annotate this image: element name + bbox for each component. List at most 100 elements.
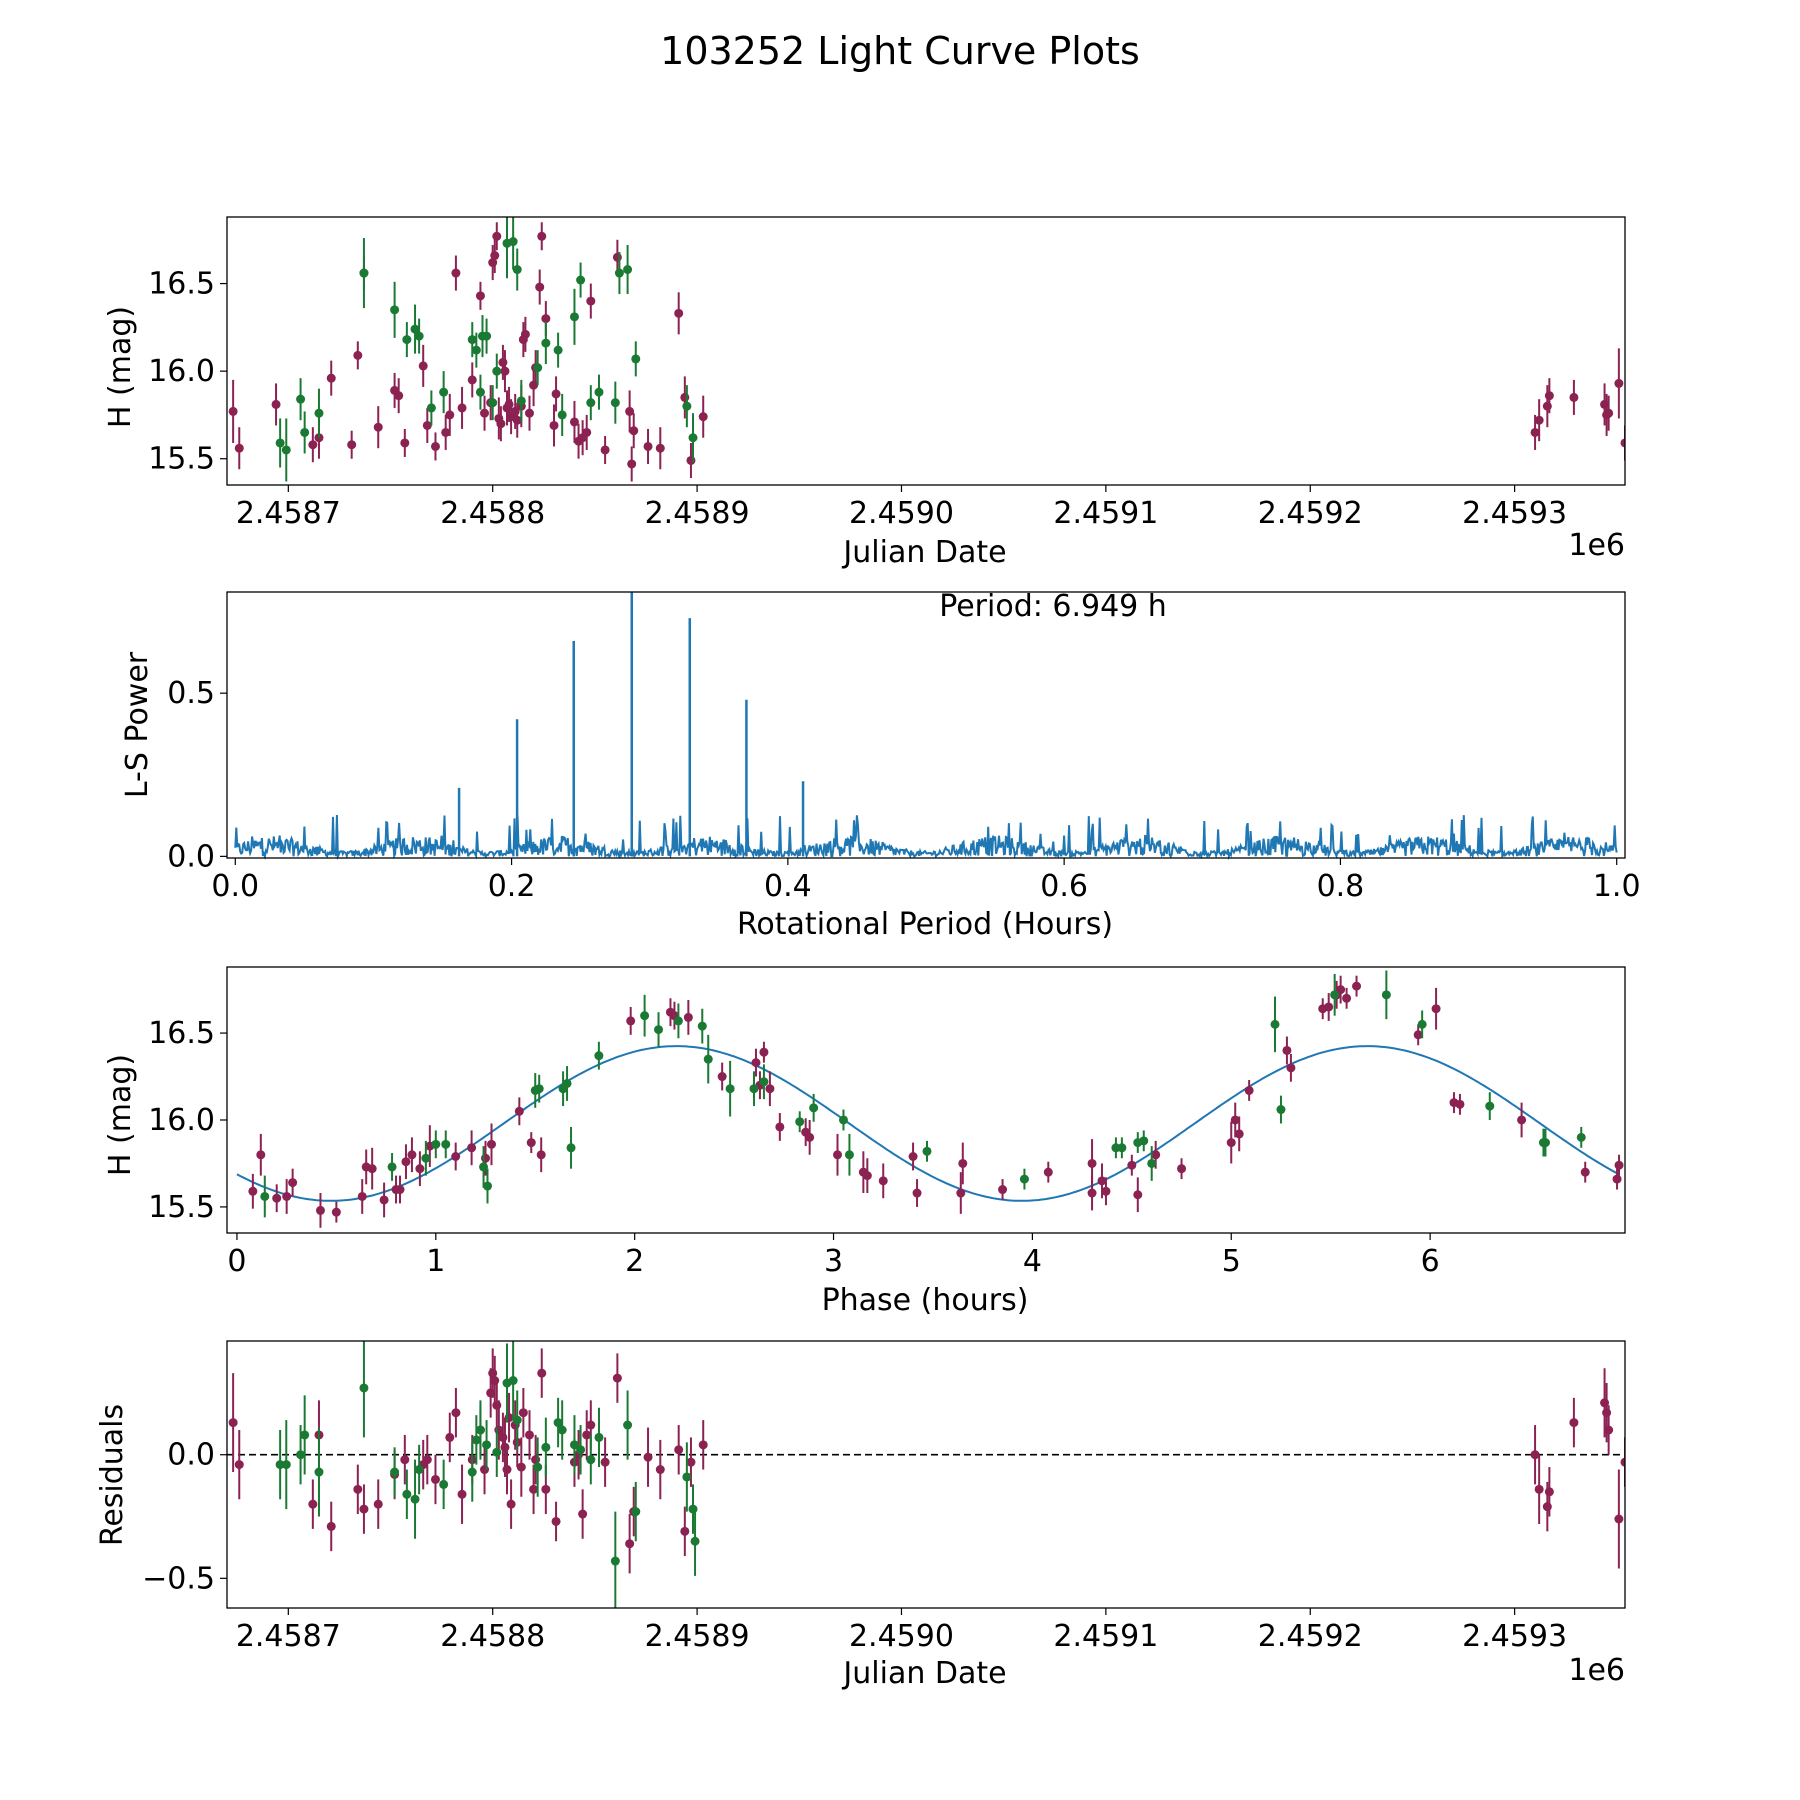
phased-points <box>248 970 1624 1228</box>
lightcurve-point-maroon <box>228 406 238 416</box>
phased-point-green <box>1540 1138 1550 1148</box>
lightcurve-point-maroon <box>400 438 410 448</box>
residuals-point-maroon <box>451 1408 461 1418</box>
phased-point-maroon <box>765 1084 775 1094</box>
residuals-point-green <box>576 1445 586 1455</box>
lightcurve-point-maroon <box>504 399 514 409</box>
lightcurve-point-green <box>488 398 498 408</box>
lightcurve-point-maroon <box>1544 391 1554 401</box>
residuals-point-maroon <box>1620 1457 1625 1467</box>
residuals-point-maroon <box>518 1408 528 1418</box>
residuals-point-maroon <box>674 1445 684 1455</box>
phased-point-green <box>673 1016 683 1026</box>
phased-point-maroon <box>415 1164 425 1174</box>
lightcurve-point-maroon <box>500 366 510 376</box>
lightcurve-point-green <box>682 401 692 411</box>
lightcurve-point-maroon <box>524 408 534 418</box>
lightcurve-xtick-label: 2.4592 <box>1258 496 1363 531</box>
periodogram-panel: Period: 6.949 h Rotational Period (Hours… <box>120 589 1641 942</box>
phased-point-maroon <box>1413 1030 1423 1040</box>
lightcurve-point-maroon <box>674 308 684 318</box>
lightcurve-point-maroon <box>680 392 690 402</box>
phased-point-maroon <box>626 1016 636 1026</box>
residuals-point-maroon <box>586 1420 596 1430</box>
phased-point-maroon <box>1234 1129 1244 1139</box>
residuals-point-green <box>557 1425 567 1435</box>
lightcurve-point-green <box>471 345 481 355</box>
lightcurve-xtick-label: 2.4588 <box>440 496 545 531</box>
lightcurve-point-green <box>508 237 518 247</box>
residuals-point-green <box>682 1472 692 1482</box>
lightcurve-point-green <box>512 265 522 275</box>
residuals-point-green <box>390 1467 400 1477</box>
phased-point-green <box>1270 1019 1280 1029</box>
residuals-point-green <box>410 1494 420 1504</box>
residuals-point-maroon <box>359 1504 369 1514</box>
residuals-point-maroon <box>1602 1408 1612 1418</box>
residuals-point-maroon <box>655 1465 665 1475</box>
lightcurve-point-green <box>482 331 492 341</box>
residuals-point-green <box>475 1425 485 1435</box>
residuals-point-green <box>414 1465 424 1475</box>
residuals-point-green <box>690 1536 700 1546</box>
lightcurve-point-maroon <box>586 296 596 306</box>
periodogram-xtick-label: 1.0 <box>1593 869 1641 904</box>
phased-point-maroon <box>1177 1164 1187 1174</box>
phased-point-green <box>759 1077 769 1087</box>
phased-point-maroon <box>833 1150 843 1160</box>
periodogram-noise-line <box>234 814 1618 861</box>
phased-point-green <box>483 1181 493 1191</box>
figure-title: 103252 Light Curve Plots <box>660 29 1140 73</box>
lightcurve-point-maroon <box>496 419 506 429</box>
lightcurve-ytick-label: 15.5 <box>148 442 215 477</box>
phased-point-maroon <box>908 1152 918 1162</box>
residuals-point-green <box>300 1430 310 1440</box>
lightcurve-point-maroon <box>627 459 637 469</box>
periodogram-ylabel: L-S Power <box>120 651 155 798</box>
residuals-point-green <box>281 1460 291 1470</box>
phased-point-maroon <box>751 1058 761 1068</box>
residuals-point-green <box>402 1489 412 1499</box>
residuals-point-maroon <box>490 1376 500 1386</box>
phased-point-maroon <box>998 1185 1008 1195</box>
phased-xtick-label: 6 <box>1421 1244 1440 1279</box>
phased-point-green <box>725 1084 735 1094</box>
phased-point-maroon <box>407 1150 417 1160</box>
lightcurve-point-maroon <box>467 375 477 385</box>
residuals-point-maroon <box>1569 1418 1579 1428</box>
lightcurve-point-maroon <box>551 389 561 399</box>
phased-point-green <box>838 1115 848 1125</box>
lightcurve-point-maroon <box>549 420 559 430</box>
lightcurve-point-maroon <box>612 252 622 262</box>
phased-point-maroon <box>1133 1190 1143 1200</box>
phased-point-maroon <box>248 1186 258 1196</box>
phased-panel: Phase (hours) H (mag) 0 1 2 3 4 5 6 15.5 16.0 16.… <box>103 966 1626 1318</box>
phased-point-maroon <box>514 1106 524 1116</box>
lightcurve-point-green <box>439 387 449 397</box>
residuals-panel: Julian Date Residuals 1e6 2.4587 2.4588 2.… <box>95 1340 1626 1691</box>
residuals-point-maroon <box>457 1489 467 1499</box>
residuals-point-maroon <box>551 1516 561 1526</box>
lightcurve-ytick-label: 16.5 <box>148 267 215 302</box>
lightcurve-point-green <box>569 312 579 322</box>
phased-point-maroon <box>1336 985 1346 995</box>
lightcurve-point-maroon <box>422 420 432 430</box>
phased-point-maroon <box>1097 1176 1107 1186</box>
residuals-point-maroon <box>308 1499 318 1509</box>
residuals-point-green <box>471 1435 481 1445</box>
lightcurve-point-green <box>467 335 477 345</box>
residuals-xtick-label: 2.4591 <box>1053 1619 1158 1654</box>
lightcurve-xtick-label: 2.4587 <box>236 496 341 531</box>
phased-point-green <box>640 1011 650 1021</box>
phased-point-green <box>697 1021 707 1031</box>
lightcurve-point-maroon <box>629 426 639 436</box>
lightcurve-point-maroon <box>430 441 440 451</box>
residuals-point-maroon <box>480 1465 490 1475</box>
residuals-ytick-label: −0.5 <box>142 1561 215 1596</box>
residuals-point-maroon <box>600 1457 610 1467</box>
residuals-point-maroon <box>541 1484 551 1494</box>
residuals-point-maroon <box>578 1509 588 1519</box>
lightcurve-ytick-label: 16.0 <box>148 354 215 389</box>
